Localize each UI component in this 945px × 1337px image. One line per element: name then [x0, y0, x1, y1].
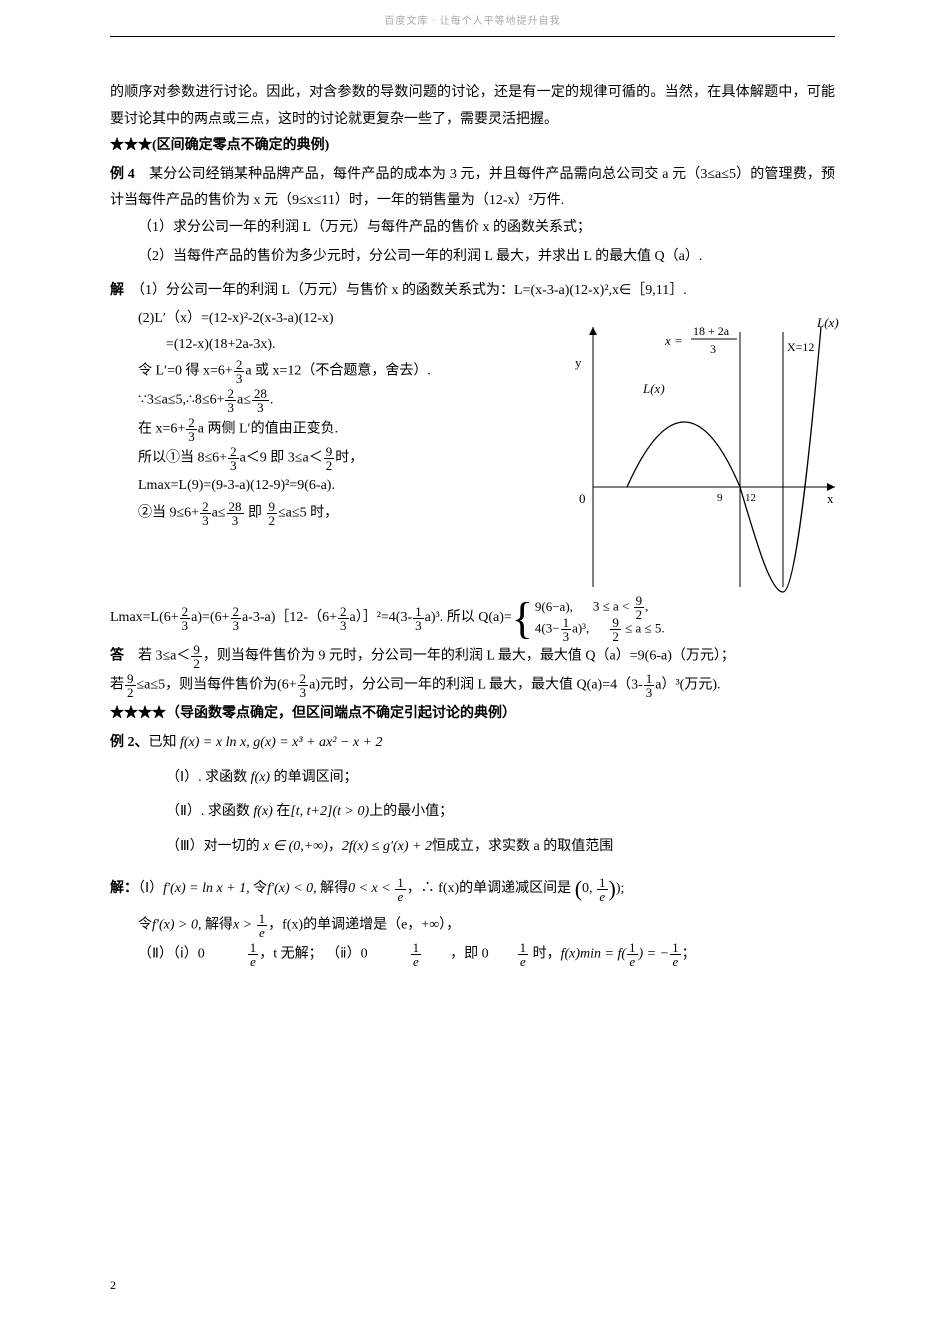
ex2-p3: （Ⅲ）对一切的 x ∈ (0,+∞)，2f(x) ≤ g′(x) + 2恒成立，… [110, 834, 835, 861]
sol-label: 解 [110, 283, 124, 298]
stars-icon-4: ★★★★ [110, 706, 166, 721]
axis-x-label: x [827, 491, 834, 506]
ans1: 答 若 3≤a＜92，则当每件售价为 9 元时，分公司一年的利润 L 最大，最大… [110, 643, 835, 670]
axis-y-label: y [575, 355, 582, 370]
sol2b: =(12-x)(18+2a-3x). [110, 333, 555, 357]
svg-text:9: 9 [717, 492, 723, 504]
function-graph: y x 0 x = 18 + 2a 3 X=12 L(x) L(x) [565, 307, 845, 597]
origin-label: 0 [579, 491, 586, 506]
ans2: 若92≤a≤5，则当每件售价为(6+23a)元时，分公司一年的利润 L 最大，最… [110, 672, 835, 699]
sol1-text: （1）分公司一年的利润 L（万元）与售价 x 的函数关系式为：L=(x-3-a)… [138, 283, 687, 298]
stars-icon: ★★★ [110, 138, 152, 153]
ex4-q1: （1）求分公司一年的利润 L（万元）与每件产品的售价 x 的函数关系式； [110, 215, 835, 242]
svg-text:L(x): L(x) [816, 315, 839, 330]
ex2-p1: （Ⅰ）. 求函数 f(x) 的单调区间； [110, 765, 835, 792]
sol5: 在 x=6+23a 两侧 L′的值由正变负. [110, 416, 555, 443]
svg-text:3: 3 [710, 342, 716, 356]
ex4-body: 例 4 某分公司经销某种品牌产品，每件产品的成本为 3 元，并且每件产品需向总公… [110, 162, 835, 215]
ex2-body: 例 2、已知 f(x) = x ln x, g(x) = x³ + ax² − … [110, 730, 835, 757]
page-number: 2 [110, 1274, 116, 1297]
sec2-heading-text: （导函数零点确定，但区间端点不确定引起讨论的典例） [166, 706, 516, 721]
sol4: ∵3≤a≤5,∴8≤6+23a≤283. [110, 387, 555, 414]
watermark: 百度文库 · 让每个人平等地提升自我 [384, 12, 560, 31]
ex4-q2: （2）当每件产品的售价为多少元时，分公司一年的利润 L 最大，并求出 L 的最大… [110, 244, 835, 271]
svg-text:12: 12 [745, 492, 756, 504]
ex4-text: 某分公司经销某种品牌产品，每件产品的成本为 3 元，并且每件产品需向总公司交 a… [110, 167, 835, 209]
case2-left: 4(3−13a)³, [535, 616, 589, 643]
ans-label: 答 [110, 648, 124, 663]
sol6: 所以①当 8≤6+23a＜9 即 3≤a＜92时， [110, 445, 555, 472]
sec1-heading: ★★★(区间确定零点不确定的典例) [110, 133, 835, 160]
sec2-sol3: （Ⅱ）（ⅰ）0 1e，t 无解； （ⅱ）0 1e ，即 0 1e 时，f(x)m… [110, 941, 835, 968]
sol-line1: 解 （1）分公司一年的利润 L（万元）与售价 x 的函数关系式为：L=(x-3-… [110, 278, 835, 305]
sec2-sol2: 令f′(x) > 0, 解得x > 1e，f(x)的单调递增是（e，+∞）， [110, 912, 835, 939]
ex2-p2: （Ⅱ）. 求函数 f(x) 在[t, t+2](t > 0)上的最小值； [110, 799, 835, 826]
sol2-label: 解： [110, 881, 138, 896]
ex4-label: 例 4 [110, 167, 135, 182]
piecewise-Q: { 9(6−a), 3 ≤ a < 92, 4(3−13a)³, 92 ≤ a … [512, 597, 665, 641]
sec1-heading-text: (区间确定零点不确定的典例) [152, 138, 329, 153]
svg-text:L(x): L(x) [642, 381, 665, 396]
sol2a: (2)L′（x）=(12-x)²-2(x-3-a)(12-x) [110, 307, 555, 331]
page-content: 的顺序对参数进行讨论。因此，对含参数的导数问题的讨论，还是有一定的规律可循的。当… [110, 20, 835, 969]
sol8: ②当 9≤6+23a≤283 即 92≤a≤5 时， [110, 500, 555, 527]
sec2-heading: ★★★★（导函数零点确定，但区间端点不确定引起讨论的典例） [110, 701, 835, 728]
sol3: 令 L′=0 得 x=6+23a 或 x=12（不合题意，舍去）. [110, 358, 555, 385]
svg-text:18 + 2a: 18 + 2a [693, 324, 730, 338]
sol7: Lmax=L(9)=(9-3-a)(12-9)²=9(6-a). [110, 474, 555, 498]
graph-panel: y x 0 x = 18 + 2a 3 X=12 L(x) L(x) [555, 307, 835, 597]
svg-text:X=12: X=12 [787, 340, 814, 354]
case2-right: 92 ≤ a ≤ 5. [609, 616, 664, 643]
ex2-label: 例 2、 [110, 735, 149, 750]
intro-para: 的顺序对参数进行讨论。因此，对含参数的导数问题的讨论，还是有一定的规律可循的。当… [110, 80, 835, 133]
ex2-formula: f(x) = x ln x, g(x) = x³ + ax² − x + 2 [180, 735, 383, 750]
header-rule [110, 36, 835, 37]
sol-with-graph: (2)L′（x）=(12-x)²-2(x-3-a)(12-x) =(12-x)(… [110, 307, 835, 597]
svg-text:x =: x = [664, 333, 683, 348]
sec2-sol1: 解：（Ⅰ）f′(x) = ln x + 1, 令f′(x) < 0, 解得0 <… [110, 868, 835, 910]
lmax-line: Lmax=L(6+23a)=(6+23a-3-a)［12-（6+23a）］²=4… [110, 597, 835, 641]
